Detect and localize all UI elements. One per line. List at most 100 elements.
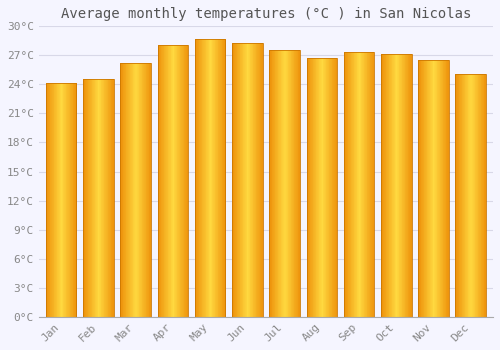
Title: Average monthly temperatures (°C ) in San Nicolas: Average monthly temperatures (°C ) in Sa… (60, 7, 471, 21)
Bar (59, 83, 60, 317)
Bar (238, 43, 239, 317)
Bar (468, 74, 469, 317)
Bar (373, 52, 374, 317)
Bar (137, 63, 138, 317)
Bar (121, 63, 122, 317)
Bar (423, 60, 424, 317)
Bar (359, 52, 360, 317)
Bar (370, 52, 372, 317)
Bar (89, 78, 90, 317)
Bar (93, 78, 94, 317)
Bar (295, 49, 296, 317)
Bar (160, 45, 162, 317)
Bar (483, 74, 484, 317)
Bar (349, 52, 350, 317)
Bar (198, 39, 199, 317)
Bar (280, 49, 281, 317)
Bar (406, 54, 407, 317)
Bar (426, 60, 428, 317)
Bar (331, 58, 332, 317)
Bar (312, 58, 313, 317)
Bar (204, 39, 205, 317)
Bar (311, 58, 312, 317)
Bar (87, 78, 88, 317)
Bar (216, 39, 217, 317)
Bar (328, 58, 330, 317)
Bar (103, 78, 104, 317)
Bar (130, 63, 131, 317)
Bar (242, 43, 243, 317)
Bar (251, 43, 252, 317)
Bar (164, 45, 166, 317)
Bar (363, 52, 364, 317)
Bar (106, 78, 107, 317)
Bar (83, 78, 84, 317)
Bar (434, 60, 435, 317)
Bar (299, 49, 300, 317)
Bar (470, 74, 472, 317)
Bar (352, 52, 353, 317)
Bar (440, 60, 442, 317)
Bar (65, 83, 66, 317)
Bar (169, 45, 170, 317)
Bar (220, 39, 221, 317)
Bar (418, 60, 419, 317)
Bar (314, 58, 315, 317)
Bar (473, 74, 474, 317)
Bar (58, 83, 59, 317)
Bar (292, 49, 293, 317)
Bar (384, 54, 385, 317)
Bar (197, 39, 198, 317)
Bar (208, 39, 210, 317)
Bar (184, 45, 185, 317)
Bar (485, 74, 486, 317)
Bar (456, 74, 486, 317)
Bar (428, 60, 429, 317)
Bar (448, 60, 449, 317)
Bar (254, 43, 255, 317)
Bar (381, 54, 412, 317)
Bar (324, 58, 325, 317)
Bar (62, 83, 63, 317)
Bar (51, 83, 52, 317)
Bar (309, 58, 310, 317)
Bar (60, 83, 62, 317)
Bar (235, 43, 236, 317)
Bar (219, 39, 220, 317)
Bar (125, 63, 126, 317)
Bar (195, 39, 226, 317)
Bar (92, 78, 93, 317)
Bar (273, 49, 274, 317)
Bar (48, 83, 49, 317)
Bar (174, 45, 176, 317)
Bar (478, 74, 480, 317)
Bar (168, 45, 169, 317)
Bar (83, 78, 114, 317)
Bar (135, 63, 136, 317)
Bar (326, 58, 328, 317)
Bar (143, 63, 144, 317)
Bar (418, 60, 448, 317)
Bar (212, 39, 214, 317)
Bar (97, 78, 98, 317)
Bar (112, 78, 113, 317)
Bar (386, 54, 388, 317)
Bar (430, 60, 432, 317)
Bar (113, 78, 114, 317)
Bar (196, 39, 198, 317)
Bar (316, 58, 318, 317)
Bar (94, 78, 96, 317)
Bar (472, 74, 473, 317)
Bar (224, 39, 226, 317)
Bar (306, 58, 308, 317)
Bar (308, 58, 309, 317)
Bar (318, 58, 319, 317)
Bar (178, 45, 179, 317)
Bar (210, 39, 211, 317)
Bar (402, 54, 404, 317)
Bar (160, 45, 161, 317)
Bar (75, 83, 76, 317)
Bar (138, 63, 140, 317)
Bar (317, 58, 318, 317)
Bar (350, 52, 351, 317)
